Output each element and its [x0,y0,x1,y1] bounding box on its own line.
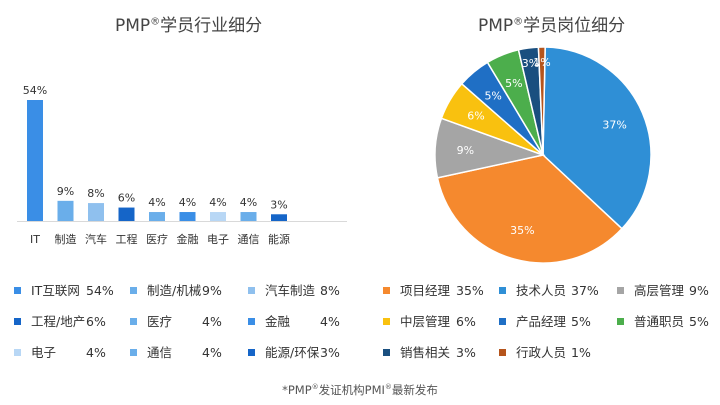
legend-swatch [248,318,255,325]
bar-category-label: 制造 [55,232,77,246]
pie-slice-label: 37% [602,119,626,132]
industry-chart-title: PMP®学员行业细分 [115,16,263,36]
pie-slice-label: 5% [484,89,501,102]
legend-label: 产品经理 [516,314,567,329]
bar-工程 [118,207,135,221]
legend-swatch [14,318,21,325]
bar-value-label: 4% [179,196,196,209]
legend-swatch [499,349,506,356]
legend-value: 35% [456,283,484,298]
legend-value: 3% [456,345,476,360]
bar-汽车 [88,203,104,221]
bar-通信 [240,212,257,221]
legend-swatch [130,318,137,325]
legend-value: 54% [86,283,114,298]
legend-value: 5% [689,314,709,329]
legend-value: 4% [86,345,106,360]
legend-value: 5% [571,314,591,329]
legend-swatch [14,349,21,356]
bar-value-label: 9% [57,185,74,198]
pie-slice-技术人员 [542,46,652,230]
legend-value: 6% [456,314,476,329]
legend-value: 6% [86,314,106,329]
legend-label: 销售相关 [400,345,451,360]
legend-swatch [383,349,390,356]
bar-category-label: 汽车 [85,232,107,246]
bar-制造 [57,200,74,221]
legend-label: 中层管理 [400,314,451,329]
legend-swatch [130,349,137,356]
legend-label: 技术人员 [516,283,567,298]
pie-slice-label: 35% [510,224,534,237]
legend-label: 行政人员 [516,345,567,360]
pie-slice-label: 9% [457,144,474,157]
pie-slice-label: 6% [467,109,484,122]
bar-category-label: 电子 [207,233,229,246]
legend-label: 普通职员 [634,314,685,329]
legend-value: 4% [320,314,340,329]
legend-swatch [617,318,624,325]
legend-label: 高层管理 [634,283,685,298]
legend-swatch [248,287,255,294]
bar-category-label: IT [30,233,40,246]
legend-value: 3% [320,345,340,360]
bar-category-label: 医疗 [146,232,168,246]
legend-label: 医疗 [147,314,173,329]
legend-label: 通信 [147,345,173,360]
legend-label: 工程/地产 [31,314,86,329]
bar-医疗 [149,212,165,221]
legend-label: IT互联网 [31,283,80,298]
legend-value: 9% [689,283,709,298]
legend-label: 汽车制造 [265,283,316,298]
legend-value: 37% [571,283,599,298]
bar-电子 [210,212,226,221]
legend-label: 制造/机械 [147,283,202,298]
bar-value-label: 4% [240,196,257,209]
bar-value-label: 4% [209,196,226,209]
legend-swatch [383,318,390,325]
legend-swatch [383,287,390,294]
pie-slice-label: 3% [522,57,539,70]
bar-category-label: 通信 [238,233,260,246]
legend-label: 金融 [265,314,291,329]
legend-swatch [617,287,624,294]
position-chart-title: PMP®学员岗位细分 [478,16,626,36]
legend-value: 4% [202,345,222,360]
bar-category-label: 工程 [116,233,138,246]
industry-bar-chart: 54% IT 9% 制造 8% 汽车 6% 工程 4% 医疗 4% 金融 4% 电子 4% 通信 3% 能源 [17,84,347,246]
bar-value-label: 54% [23,84,47,97]
bar-value-label: 6% [118,192,135,205]
position-pie-chart: 37%35%9%6%5%5%3%1% [434,46,652,264]
legend-label: 电子 [31,345,57,360]
bar-能源 [271,214,287,221]
pie-slice-行政人员 [537,46,546,156]
legend-swatch [499,318,506,325]
bar-IT [27,100,43,221]
legend-swatch [499,287,506,294]
legend-value: 4% [202,314,222,329]
bar-value-label: 4% [148,196,165,209]
pie-slice-label: 5% [505,77,522,90]
legend-value: 1% [571,345,591,360]
legend-label: 能源/环保 [265,345,320,360]
bar-category-label: 能源 [268,232,290,246]
bar-金融 [179,212,196,221]
footnote: *PMP®发证机构PMI®最新发布 [282,383,438,397]
legend-swatch [248,349,255,356]
legend-swatch [14,287,21,294]
legend-value: 8% [320,283,340,298]
bar-category-label: 金融 [177,232,199,246]
legend-swatch [130,287,137,294]
pie-slice-label: 1% [533,56,550,69]
pie-slice-项目经理 [436,154,624,264]
bar-value-label: 3% [270,198,287,211]
legend-value: 9% [202,283,222,298]
bar-value-label: 8% [87,187,104,200]
legend-label: 项目经理 [400,283,451,298]
